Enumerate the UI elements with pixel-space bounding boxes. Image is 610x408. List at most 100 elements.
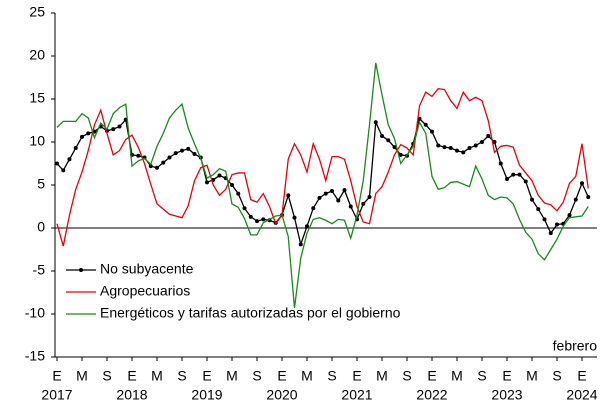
- x-tick-label: E: [202, 368, 211, 384]
- year-label: 2021: [341, 387, 372, 403]
- point: [530, 197, 534, 202]
- y-tick-label: -10: [25, 305, 45, 321]
- point: [342, 188, 347, 193]
- year-label: 2023: [491, 387, 522, 403]
- point: [236, 191, 241, 196]
- x-tick-label: M: [301, 368, 313, 384]
- point: [161, 160, 166, 165]
- x-tick-label: M: [376, 368, 388, 384]
- point: [136, 153, 141, 158]
- point: [55, 161, 59, 166]
- point: [117, 124, 122, 129]
- x-tick-label: M: [76, 368, 88, 384]
- x-tick-label: E: [502, 368, 511, 384]
- point: [305, 224, 309, 229]
- point: [348, 204, 353, 209]
- point: [380, 133, 384, 138]
- y-tick-label: 25: [29, 4, 45, 20]
- year-label: 2019: [191, 387, 222, 403]
- point: [205, 180, 209, 185]
- point: [455, 148, 459, 153]
- point: [373, 120, 378, 125]
- point: [255, 219, 259, 224]
- point: [230, 183, 234, 187]
- point: [111, 127, 116, 132]
- x-tick-label: S: [252, 368, 261, 384]
- point: [548, 231, 553, 236]
- point: [361, 201, 366, 206]
- point: [430, 129, 434, 134]
- year-label: 2022: [416, 387, 447, 403]
- x-tick-label: S: [477, 368, 486, 384]
- x-tick-label: E: [127, 368, 136, 384]
- legend-label: Agropecuarios: [100, 283, 190, 299]
- x-tick-label: M: [451, 368, 463, 384]
- point: [167, 155, 172, 160]
- year-label: 2020: [266, 387, 297, 403]
- series-line: [56, 62, 589, 309]
- x-tick-label: E: [427, 368, 436, 384]
- legend-marker: [79, 268, 83, 272]
- y-tick-label: 5: [37, 176, 45, 192]
- x-tick-label: S: [177, 368, 186, 384]
- point: [330, 189, 334, 194]
- point: [80, 134, 84, 139]
- series-line: [56, 117, 589, 247]
- point: [298, 242, 303, 247]
- legend-label: Energéticos y tarifas autorizadas por el…: [100, 305, 401, 321]
- point: [311, 206, 316, 211]
- x-tick-label: M: [226, 368, 238, 384]
- annotation: febrero: [553, 338, 598, 354]
- y-tick-label: -5: [33, 262, 46, 278]
- x-tick-label: E: [277, 368, 286, 384]
- point: [386, 138, 391, 143]
- point: [398, 152, 403, 157]
- point: [536, 207, 541, 212]
- x-tick-label: M: [151, 368, 163, 384]
- point: [498, 161, 503, 166]
- point: [192, 152, 197, 157]
- point: [336, 198, 341, 203]
- point: [467, 146, 472, 151]
- y-tick-label: -15: [25, 348, 45, 364]
- x-tick-label: S: [552, 368, 561, 384]
- point: [67, 157, 72, 162]
- point: [242, 206, 247, 211]
- point: [217, 173, 222, 178]
- point: [392, 145, 397, 150]
- y-tick-label: 15: [29, 90, 45, 106]
- point: [155, 165, 159, 170]
- point: [423, 122, 428, 127]
- point: [448, 146, 453, 151]
- point: [486, 133, 491, 138]
- point: [492, 140, 497, 144]
- point: [261, 217, 266, 222]
- point: [173, 151, 178, 156]
- point: [586, 195, 591, 200]
- point: [473, 143, 478, 148]
- y-tick-label: 0: [37, 219, 45, 235]
- series-line: [56, 87, 589, 247]
- x-tick-label: M: [526, 368, 538, 384]
- point: [555, 222, 559, 227]
- point: [180, 148, 184, 153]
- y-tick-label: 20: [29, 47, 45, 63]
- x-tick-label: S: [327, 368, 336, 384]
- point: [461, 150, 466, 155]
- point: [523, 179, 528, 184]
- point: [323, 191, 328, 196]
- point: [286, 193, 291, 198]
- year-label: 2024: [566, 387, 597, 403]
- point: [542, 217, 547, 222]
- point: [86, 131, 91, 136]
- point: [436, 143, 441, 148]
- point: [73, 146, 78, 151]
- point: [61, 168, 66, 173]
- point: [248, 214, 253, 219]
- point: [580, 181, 584, 186]
- point: [317, 195, 322, 200]
- point: [442, 145, 447, 150]
- point: [186, 146, 191, 151]
- x-tick-label: S: [402, 368, 411, 384]
